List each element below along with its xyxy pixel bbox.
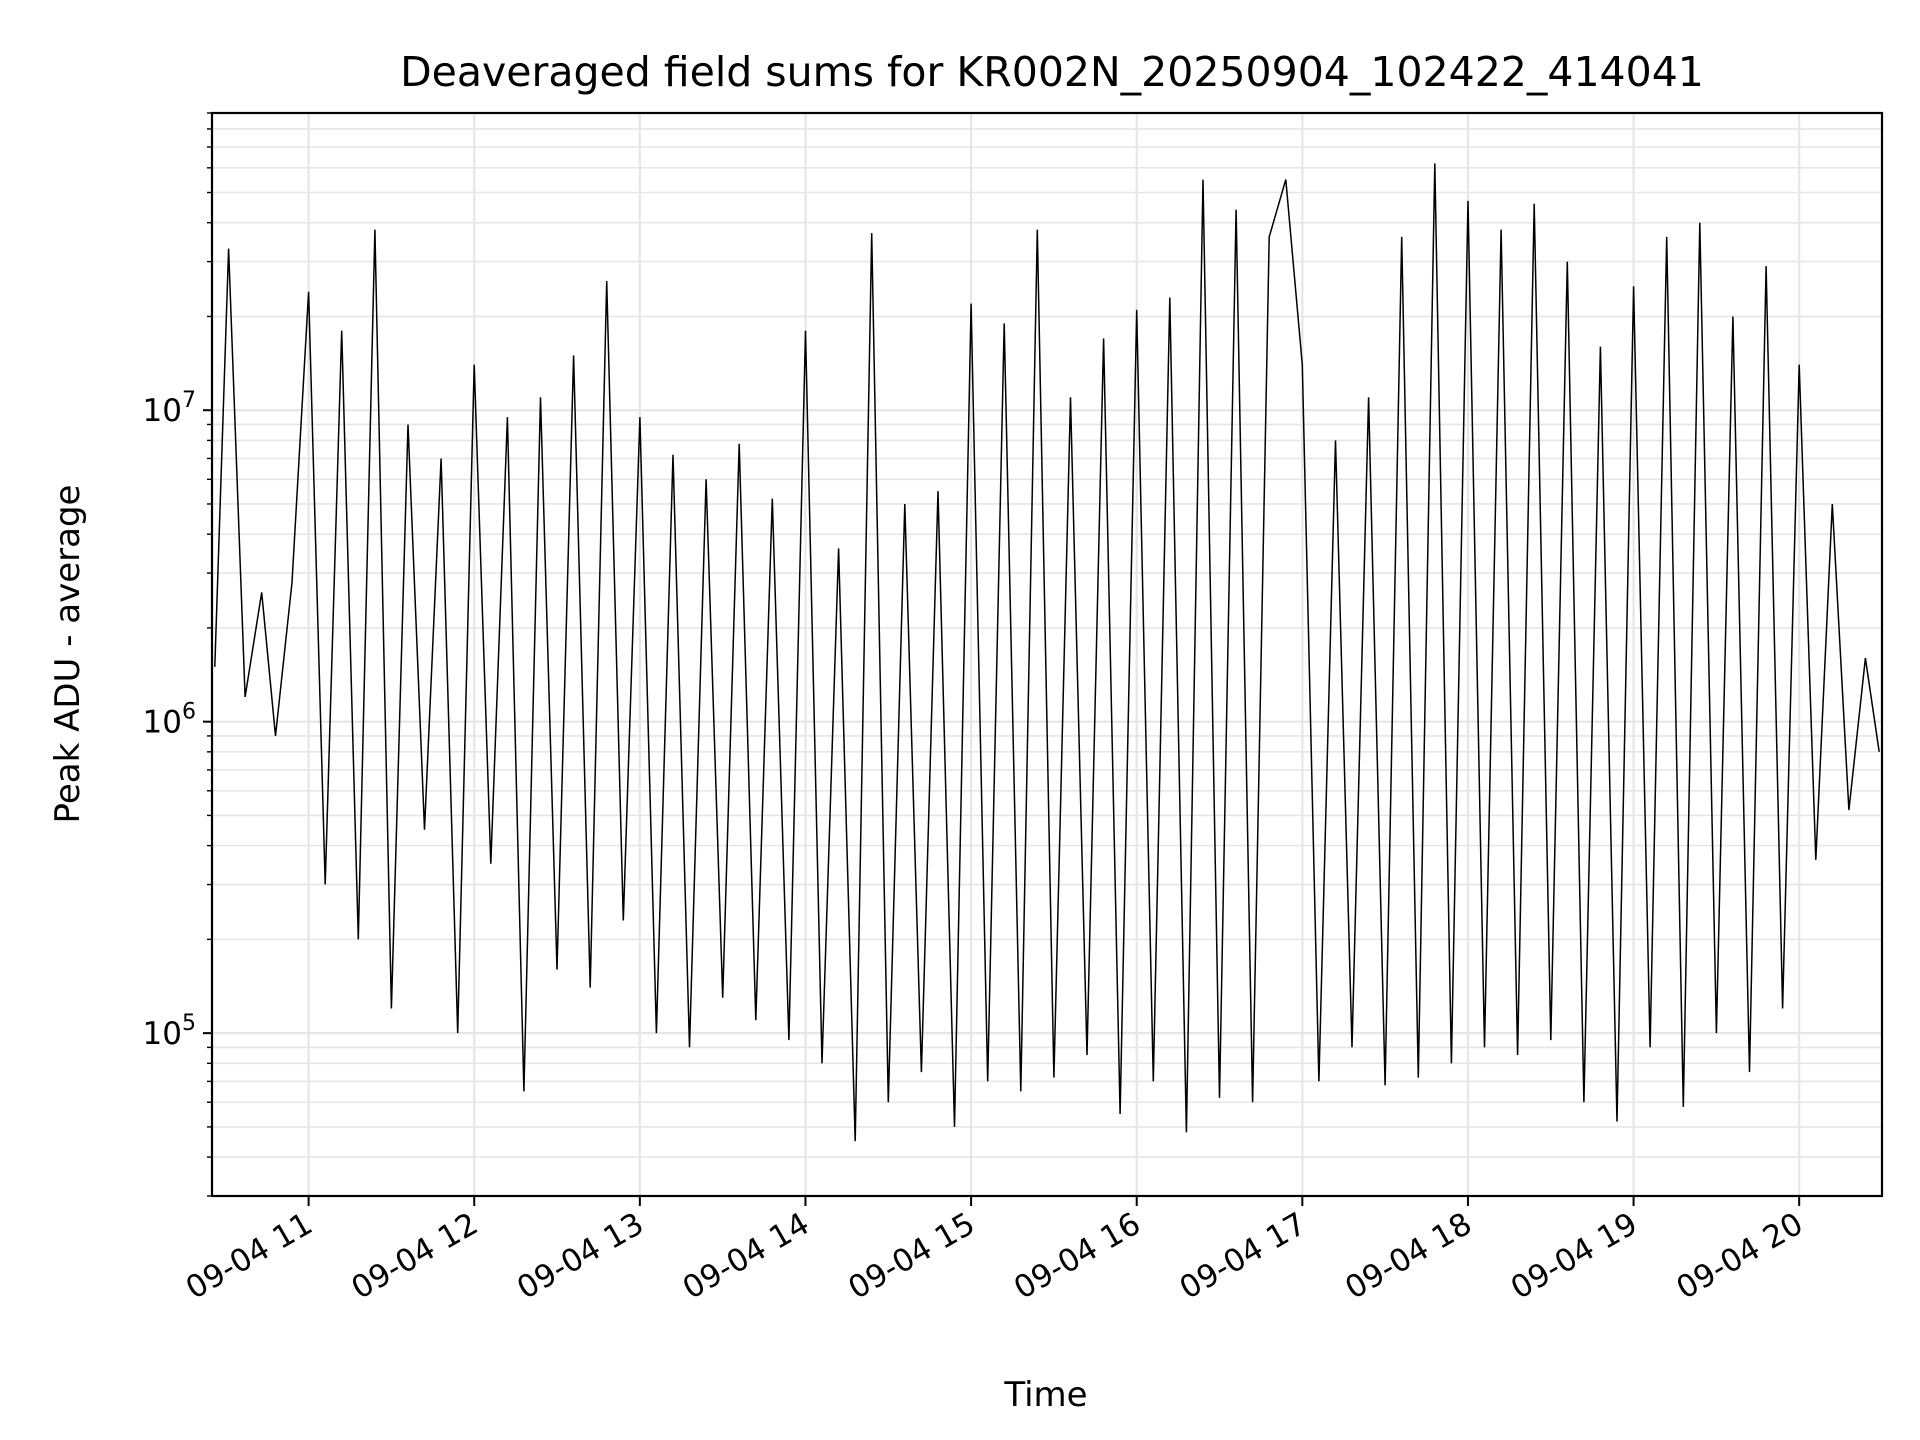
plot-frame xyxy=(210,111,1884,1198)
y-tick-exponent: 7 xyxy=(182,388,196,413)
y-tick-base: 10 xyxy=(143,393,182,429)
y-tick-label: 105 xyxy=(143,1011,196,1052)
x-axis-label: Time xyxy=(1003,1375,1087,1415)
data-series-line xyxy=(214,163,1880,1142)
axis-ticks xyxy=(203,112,1801,1206)
y-axis-label: Peak ADU - average xyxy=(48,485,88,824)
y-tick-label: 107 xyxy=(143,388,196,429)
y-tick-exponent: 6 xyxy=(182,700,196,725)
y-tick-base: 10 xyxy=(143,1016,182,1052)
grid xyxy=(212,112,1882,1197)
y-tick-exponent: 5 xyxy=(182,1011,196,1036)
series-layer xyxy=(214,163,1880,1142)
y-tick-base: 10 xyxy=(143,705,182,741)
chart-title: Deaveraged field sums for KR002N_2025090… xyxy=(400,48,1704,96)
y-tick-label: 106 xyxy=(143,700,196,741)
